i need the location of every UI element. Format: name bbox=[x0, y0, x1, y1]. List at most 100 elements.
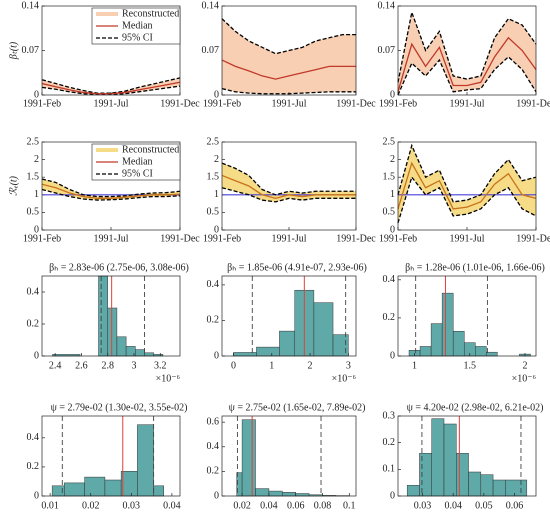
histogram-bar bbox=[456, 453, 469, 497]
median-line bbox=[397, 36, 537, 93]
y-axis-label: βₜ(t) bbox=[8, 41, 19, 60]
x-tick-label: 2 bbox=[308, 360, 313, 371]
x-tick-label: 1991-Jul bbox=[272, 98, 307, 109]
histogram-bar bbox=[241, 419, 256, 497]
legend-label: Reconstructed bbox=[122, 8, 179, 19]
x-tick-label: 1991-Dec bbox=[160, 98, 200, 109]
ci-upper bbox=[397, 143, 537, 203]
ci-lower bbox=[397, 55, 537, 96]
x-tick-label: 1991-Dec bbox=[160, 233, 200, 244]
median-line bbox=[221, 59, 356, 80]
histogram-bar bbox=[452, 330, 465, 357]
y-tick-label: 1 bbox=[390, 189, 395, 200]
y-tick-label: 0.1 bbox=[383, 464, 396, 475]
histogram-bar bbox=[137, 424, 154, 497]
median-line bbox=[41, 183, 181, 199]
x-tick-label: 0.02 bbox=[233, 500, 251, 511]
histogram-bar bbox=[279, 330, 295, 357]
y-tick-label: 2.5 bbox=[207, 136, 220, 147]
axes-box bbox=[221, 415, 357, 497]
histogram-bar bbox=[98, 275, 108, 357]
axes-box bbox=[221, 275, 357, 357]
y-tick-label: 2 bbox=[214, 154, 219, 165]
x-tick-label: 1991-Dec bbox=[516, 233, 550, 244]
histogram-bar bbox=[419, 346, 432, 357]
reconstructed-band bbox=[222, 163, 356, 202]
x-multiplier: ×10⁻⁶ bbox=[156, 373, 181, 384]
y-tick-label: 0 bbox=[390, 350, 395, 361]
y-tick-label: 0.07 bbox=[378, 45, 396, 56]
y-axis-label: ℛₑ(t) bbox=[8, 175, 19, 196]
y-tick-label: 0.14 bbox=[378, 0, 396, 11]
histogram-bar bbox=[116, 336, 127, 357]
y-tick-label: 0.5 bbox=[207, 207, 220, 218]
y-tick-label: 0.6 bbox=[207, 416, 220, 427]
histogram-bar bbox=[255, 488, 270, 497]
x-tick-label: 1.5 bbox=[464, 360, 477, 371]
histogram-bar bbox=[443, 423, 457, 497]
x-tick-label: 1991-Dec bbox=[516, 98, 550, 109]
histogram-bar bbox=[430, 323, 443, 357]
histogram-bar bbox=[153, 485, 165, 497]
y-tick-label: 0.07 bbox=[202, 45, 220, 56]
ci-upper bbox=[397, 9, 537, 83]
reconstructed-band bbox=[398, 12, 536, 96]
x-multiplier: ×10⁻⁶ bbox=[512, 373, 537, 384]
x-tick-label: 2.4 bbox=[49, 360, 62, 371]
x-tick-label: 2.6 bbox=[75, 360, 88, 371]
x-tick-label: 3.2 bbox=[154, 360, 167, 371]
x-tick-label: 1991-Jul bbox=[272, 233, 307, 244]
y-tick-label: 0.4 bbox=[207, 279, 220, 290]
axes-box bbox=[397, 5, 537, 96]
y-tick-label: 0.2 bbox=[27, 461, 40, 472]
histogram-bar bbox=[144, 352, 154, 357]
histogram-bar bbox=[441, 292, 454, 357]
histogram-bar bbox=[282, 492, 296, 497]
ci-lower bbox=[221, 187, 356, 203]
x-tick-label: 1991-Feb bbox=[23, 98, 61, 109]
x-tick-label: 1991-Dec bbox=[336, 98, 376, 109]
y-tick-label: 0.4 bbox=[27, 286, 40, 297]
axes-box bbox=[397, 415, 537, 497]
histogram-bar bbox=[120, 471, 138, 497]
x-tick-label: 1991-Feb bbox=[203, 98, 241, 109]
panel-title: βₕ = 1.85e-06 (4.91e-07, 2.93e-06) bbox=[227, 262, 367, 273]
y-tick-label: 0.4 bbox=[27, 432, 40, 443]
y-tick-label: 1 bbox=[34, 189, 39, 200]
legend-label: 95% CI bbox=[122, 32, 153, 43]
y-tick-label: 1.5 bbox=[27, 171, 40, 182]
y-tick-label: 0.3 bbox=[383, 410, 396, 421]
legend-label: Reconstructed bbox=[122, 144, 179, 155]
x-tick-label: 0.1 bbox=[343, 500, 356, 511]
y-tick-label: 0 bbox=[214, 224, 219, 235]
x-tick-label: 0.03 bbox=[414, 500, 432, 511]
histogram-bar bbox=[480, 474, 494, 497]
y-tick-label: 0 bbox=[390, 490, 395, 501]
y-tick-label: 0.4 bbox=[207, 441, 220, 452]
x-tick-label: 1991-Feb bbox=[379, 98, 417, 109]
x-tick-label: 1991-Jul bbox=[94, 98, 129, 109]
ci-lower bbox=[397, 175, 537, 224]
x-tick-label: 0.03 bbox=[123, 500, 141, 511]
x-tick-label: 2 bbox=[522, 360, 527, 371]
histogram-bar bbox=[431, 418, 445, 497]
y-tick-label: 0.2 bbox=[27, 318, 40, 329]
y-tick-label: 0.2 bbox=[383, 312, 396, 323]
x-tick-label: 0.06 bbox=[506, 500, 524, 511]
histogram-bar bbox=[107, 307, 118, 357]
y-tick-label: 0.2 bbox=[207, 466, 220, 477]
axes-box bbox=[221, 5, 357, 96]
x-tick-label: 0.04 bbox=[444, 500, 462, 511]
reconstructed-band bbox=[222, 18, 356, 94]
panel-title: ψ = 2.75e-02 (1.65e-02, 7.89e-02) bbox=[229, 402, 366, 413]
axes-box bbox=[41, 415, 181, 497]
legend-label: 95% CI bbox=[122, 168, 153, 179]
axes-box bbox=[41, 275, 181, 357]
panel-title: βₕ = 2.83e-06 (2.75e-06, 3.08e-06) bbox=[49, 262, 189, 273]
ci-upper bbox=[221, 18, 356, 55]
panel-title: βₕ = 1.28e-06 (1.01e-06, 1.66e-06) bbox=[405, 262, 545, 273]
y-tick-label: 0 bbox=[214, 490, 219, 501]
ci-upper bbox=[41, 178, 181, 198]
histogram-bar bbox=[419, 453, 432, 497]
